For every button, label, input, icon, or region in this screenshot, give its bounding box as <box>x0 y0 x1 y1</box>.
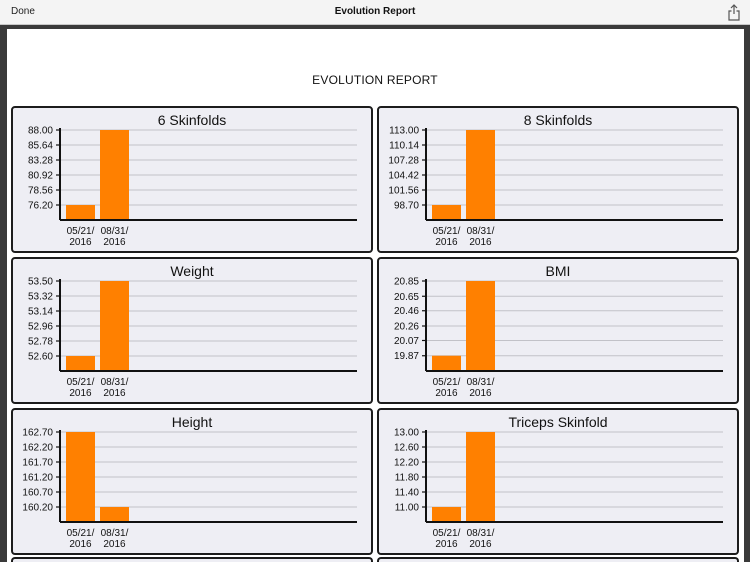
chart-card: Triceps Skinfold 11.00 11.40 11.80 12.20 12.6… <box>377 408 739 555</box>
bar <box>466 130 495 220</box>
bar <box>466 432 495 522</box>
chart-card: BMI 19.87 20.07 20.26 20.46 20.65 20.85 05/21/2… <box>377 257 739 404</box>
chart-title: Height <box>171 414 213 430</box>
chart-title: BMI <box>545 263 571 279</box>
chart-card: 8 Skinfolds 98.70 101.56 104.42 107.28 110.14… <box>377 106 739 253</box>
y-tick-label: 161.70 <box>22 458 53 469</box>
x-tick-label: 08/31/ <box>101 377 129 388</box>
x-tick-label: 08/31/ <box>101 528 129 539</box>
x-tick-label: 2016 <box>69 539 92 550</box>
y-tick-label: 20.65 <box>394 292 419 303</box>
y-tick-label: 78.56 <box>28 186 53 197</box>
y-tick-label: 13.00 <box>394 428 419 439</box>
chart-title: 6 Skinfolds <box>157 112 227 128</box>
x-tick-label: 2016 <box>103 539 126 550</box>
x-tick-label: 05/21/ <box>433 226 461 237</box>
bar <box>432 507 461 522</box>
x-tick-label: 05/21/ <box>67 528 95 539</box>
page-title: Evolution Report <box>334 6 416 17</box>
x-tick-label: 2016 <box>435 237 458 248</box>
y-tick-label: 12.20 <box>394 458 419 469</box>
y-tick-label: 110.14 <box>389 141 419 152</box>
bar <box>66 432 95 522</box>
y-tick-label: 98.70 <box>394 201 419 212</box>
x-tick-label: 2016 <box>469 539 492 550</box>
chart-plot: 52.60 52.78 52.96 53.14 53.32 53.50 05/21/2016… <box>28 277 357 399</box>
y-tick-label: 53.14 <box>28 307 53 318</box>
y-tick-label: 113.00 <box>389 126 419 137</box>
x-tick-label: 2016 <box>103 388 126 399</box>
y-tick-label: 53.50 <box>28 277 53 288</box>
chart-card: 6 Skinfolds 76.20 78.56 80.92 83.28 85.64 88.0… <box>11 106 373 253</box>
y-tick-label: 20.46 <box>394 306 419 317</box>
x-tick-label: 08/31/ <box>467 226 495 237</box>
y-tick-label: 161.20 <box>22 473 53 484</box>
y-tick-label: 101.56 <box>388 186 419 197</box>
chart-plot: 76.20 78.56 80.92 83.28 85.64 88.00 05/21/2016… <box>28 126 357 248</box>
y-tick-label: 85.64 <box>28 141 53 152</box>
y-tick-label: 162.70 <box>22 428 53 439</box>
bar <box>66 205 95 220</box>
x-tick-label: 2016 <box>435 539 458 550</box>
y-tick-label: 11.80 <box>395 473 420 484</box>
share-icon[interactable] <box>727 4 741 21</box>
y-tick-label: 80.92 <box>28 171 53 182</box>
bar <box>100 130 129 220</box>
y-tick-label: 20.07 <box>394 336 419 347</box>
y-tick-label: 52.60 <box>28 352 53 363</box>
x-tick-label: 05/21/ <box>433 377 461 388</box>
x-tick-label: 2016 <box>469 237 492 248</box>
navigation-bar: Done Evolution Report <box>0 0 750 25</box>
y-tick-label: 11.40 <box>395 488 420 499</box>
x-tick-label: 2016 <box>435 388 458 399</box>
y-tick-label: 107.28 <box>388 156 419 167</box>
y-tick-label: 52.78 <box>28 337 53 348</box>
next-chart-card-edge <box>11 557 373 562</box>
chart-plot: 11.00 11.40 11.80 12.20 12.60 13.00 05/21/2016… <box>394 428 723 550</box>
report-title: EVOLUTION REPORT <box>312 73 438 87</box>
done-button[interactable]: Done <box>11 6 35 17</box>
y-tick-label: 83.28 <box>28 156 53 167</box>
bar <box>66 356 95 371</box>
y-tick-label: 88.00 <box>28 126 53 137</box>
y-tick-label: 162.20 <box>22 443 53 454</box>
x-tick-label: 2016 <box>103 237 126 248</box>
chart-plot: 160.20 160.70 161.20 161.70 162.20 162.70 05/2… <box>22 428 357 550</box>
y-tick-label: 53.32 <box>28 292 53 303</box>
x-tick-label: 2016 <box>469 388 492 399</box>
x-tick-label: 05/21/ <box>67 377 95 388</box>
chart-card: Weight 52.60 52.78 52.96 53.14 53.32 53.50 05/2… <box>11 257 373 404</box>
y-tick-label: 76.20 <box>28 201 53 212</box>
bar <box>432 355 461 371</box>
bar <box>466 281 495 371</box>
chart-card: Height 160.20 160.70 161.20 161.70 162.20 162.… <box>11 408 373 555</box>
y-tick-label: 12.60 <box>394 443 419 454</box>
next-chart-card-edge <box>377 557 739 562</box>
y-tick-label: 104.42 <box>388 171 419 182</box>
x-tick-label: 08/31/ <box>101 226 129 237</box>
y-tick-label: 20.85 <box>394 277 419 288</box>
chart-plot: 98.70 101.56 104.42 107.28 110.14 113.00 05/21… <box>388 126 723 248</box>
y-tick-label: 11.00 <box>395 503 420 514</box>
bar <box>100 281 129 371</box>
y-tick-label: 52.96 <box>28 322 53 333</box>
x-tick-label: 2016 <box>69 237 92 248</box>
y-tick-label: 20.26 <box>394 322 419 333</box>
x-tick-label: 08/31/ <box>467 377 495 388</box>
x-tick-label: 05/21/ <box>433 528 461 539</box>
y-tick-label: 160.20 <box>22 503 53 514</box>
x-tick-label: 2016 <box>69 388 92 399</box>
y-tick-label: 160.70 <box>22 488 53 499</box>
bar <box>432 205 461 220</box>
y-tick-label: 19.87 <box>394 351 419 362</box>
chart-title: 8 Skinfolds <box>523 112 593 128</box>
bar <box>100 507 129 522</box>
chart-title: Weight <box>170 263 214 279</box>
chart-title: Triceps Skinfold <box>508 414 608 430</box>
x-tick-label: 08/31/ <box>467 528 495 539</box>
x-tick-label: 05/21/ <box>67 226 95 237</box>
chart-plot: 19.87 20.07 20.26 20.46 20.65 20.85 05/21/2016… <box>394 277 723 399</box>
